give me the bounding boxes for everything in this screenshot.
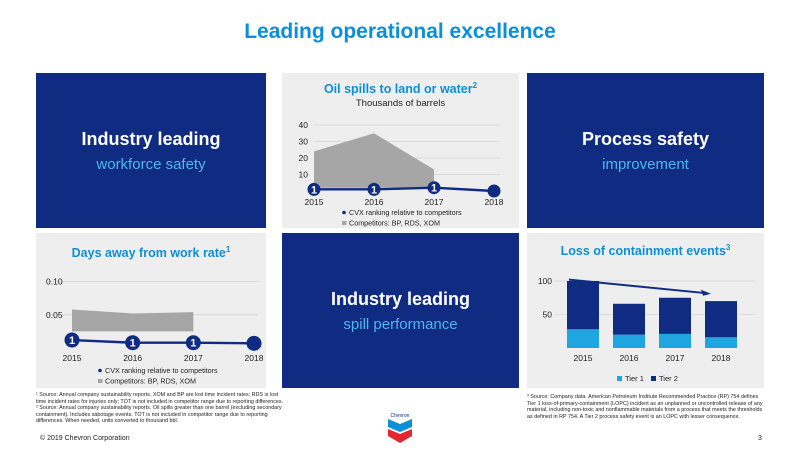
- x-tick-label: 2017: [184, 353, 203, 363]
- days-away-chart-panel: Days away from work rate1 0.05 0.10 1 1 1 201…: [36, 233, 266, 388]
- cvx-ranking-marker: [185, 335, 201, 351]
- loc-chart: 50 100 2015 2016 2017 2018 Tier 1 Tier 2: [538, 276, 755, 383]
- y-tick-label: 40: [299, 120, 309, 130]
- x-tick-label: 2018: [245, 353, 264, 363]
- chart-title: Oil spills to land or water2: [323, 81, 478, 97]
- chart-title: Loss of containment events3: [560, 243, 731, 259]
- cvx-ranking-marker: [246, 335, 262, 351]
- bar-tier-1: [659, 333, 691, 348]
- chart-title: Days away from work rate1: [71, 245, 231, 261]
- footnote-3: ³ Source: Company data. American Petrole…: [527, 394, 763, 420]
- legend-marker-competitors: [342, 221, 347, 225]
- ranking-label: 1: [130, 338, 136, 350]
- ranking-label: 1: [371, 184, 377, 196]
- footnote-1: ¹ Source: Annual company sustainability …: [36, 392, 284, 405]
- tile-spill-performance: Industry leading spill performance: [282, 233, 519, 388]
- bar-tier-2: [613, 303, 645, 335]
- x-tick-label: 2015: [305, 197, 324, 207]
- trend-arrow-head: [701, 289, 711, 296]
- x-tick-label: 2015: [63, 353, 82, 363]
- y-tick-label: 0.10: [46, 277, 63, 287]
- legend-label-cvx: CVX ranking relative to competitors: [349, 208, 462, 217]
- cvx-ranking-marker: [487, 184, 501, 198]
- bar-tier-2: [659, 297, 691, 334]
- bar-tier-1: [567, 329, 599, 348]
- y-tick-label: 20: [299, 153, 309, 163]
- ranking-label: 1: [311, 184, 317, 196]
- legend-marker-cvx: [342, 210, 346, 215]
- legend-marker: [617, 376, 622, 381]
- bar-tier-2: [567, 281, 599, 330]
- tile-workforce-safety: Industry leading workforce safety: [36, 73, 266, 228]
- footnotes-left: ¹ Source: Annual company sustainability …: [36, 392, 284, 425]
- x-tick-label: 2016: [365, 197, 384, 207]
- legend-label-cvx: CVX ranking relative to competitors: [105, 366, 218, 375]
- legend-label: Tier 2: [659, 374, 678, 383]
- bar-tier-1: [705, 337, 737, 348]
- x-tick-label: 2016: [123, 353, 142, 363]
- trend-arrow-line: [568, 278, 706, 295]
- tile-heading: Industry leading: [81, 128, 221, 149]
- cvx-ranking-line: [71, 338, 255, 345]
- competitor-range-band: [72, 309, 194, 332]
- x-tick-label: 2017: [425, 197, 444, 207]
- legend-label-competitors: Competitors: BP, RDS, XOM: [105, 377, 196, 386]
- ranking-label: 1: [431, 183, 437, 195]
- cvx-ranking-marker: [427, 181, 441, 195]
- cvx-ranking-marker: [307, 182, 321, 196]
- legend-marker-competitors: [98, 379, 103, 383]
- cvx-ranking-marker: [125, 335, 141, 351]
- chevron-logo: Chevron: [388, 413, 412, 443]
- bar-tier-1: [613, 334, 645, 348]
- legend-marker-cvx: [98, 368, 102, 373]
- y-tick-label: 30: [299, 137, 309, 147]
- ranking-label: 1: [190, 338, 196, 350]
- days-away-chart: 0.05 0.10 1 1 1 2015 2016 2017 2018 CVX ranking r…: [46, 277, 264, 386]
- tile-subheading: workforce safety: [96, 155, 206, 173]
- cvx-ranking-marker: [64, 332, 80, 348]
- tile-heading: Process safety: [581, 128, 710, 149]
- cvx-ranking-line: [314, 186, 495, 193]
- y-tick-label: 100: [538, 276, 552, 286]
- logo-wordmark: Chevron: [391, 413, 410, 419]
- footnote-2: ² Source: Annual company sustainability …: [36, 405, 282, 425]
- x-tick-label: 2018: [485, 197, 504, 207]
- page-title: Leading operational excellence: [244, 20, 556, 43]
- tile-subheading: spill performance: [343, 315, 458, 333]
- loc-chart-panel: Loss of containment events3 50 100 2015 201…: [527, 233, 764, 388]
- cvx-ranking-marker: [367, 182, 381, 196]
- tile-heading: Industry leading: [330, 288, 471, 309]
- tile-subheading: improvement: [602, 155, 689, 173]
- tile-process-safety: Process safety improvement: [527, 73, 764, 228]
- bar-tier-2: [705, 301, 737, 338]
- copyright: © 2019 Chevron Corporation: [40, 435, 130, 442]
- page-number: 3: [758, 435, 762, 442]
- y-tick-label: 0.05: [46, 310, 63, 320]
- x-tick-label: 2017: [666, 353, 685, 363]
- legend-marker: [651, 376, 656, 381]
- legend-label-competitors: Competitors: BP, RDS, XOM: [349, 219, 440, 228]
- oil-spills-chart-panel: Oil spills to land or water2 Thousands o…: [282, 73, 519, 228]
- chart-subtitle: Thousands of barrels: [355, 98, 446, 109]
- ranking-label: 1: [69, 335, 75, 347]
- y-tick-label: 50: [543, 310, 553, 320]
- y-tick-label: 10: [299, 170, 309, 180]
- competitor-range-band: [314, 133, 434, 188]
- x-tick-label: 2018: [712, 353, 731, 363]
- legend-label: Tier 1: [625, 374, 644, 383]
- x-tick-label: 2016: [620, 353, 639, 363]
- x-tick-label: 2015: [574, 353, 593, 363]
